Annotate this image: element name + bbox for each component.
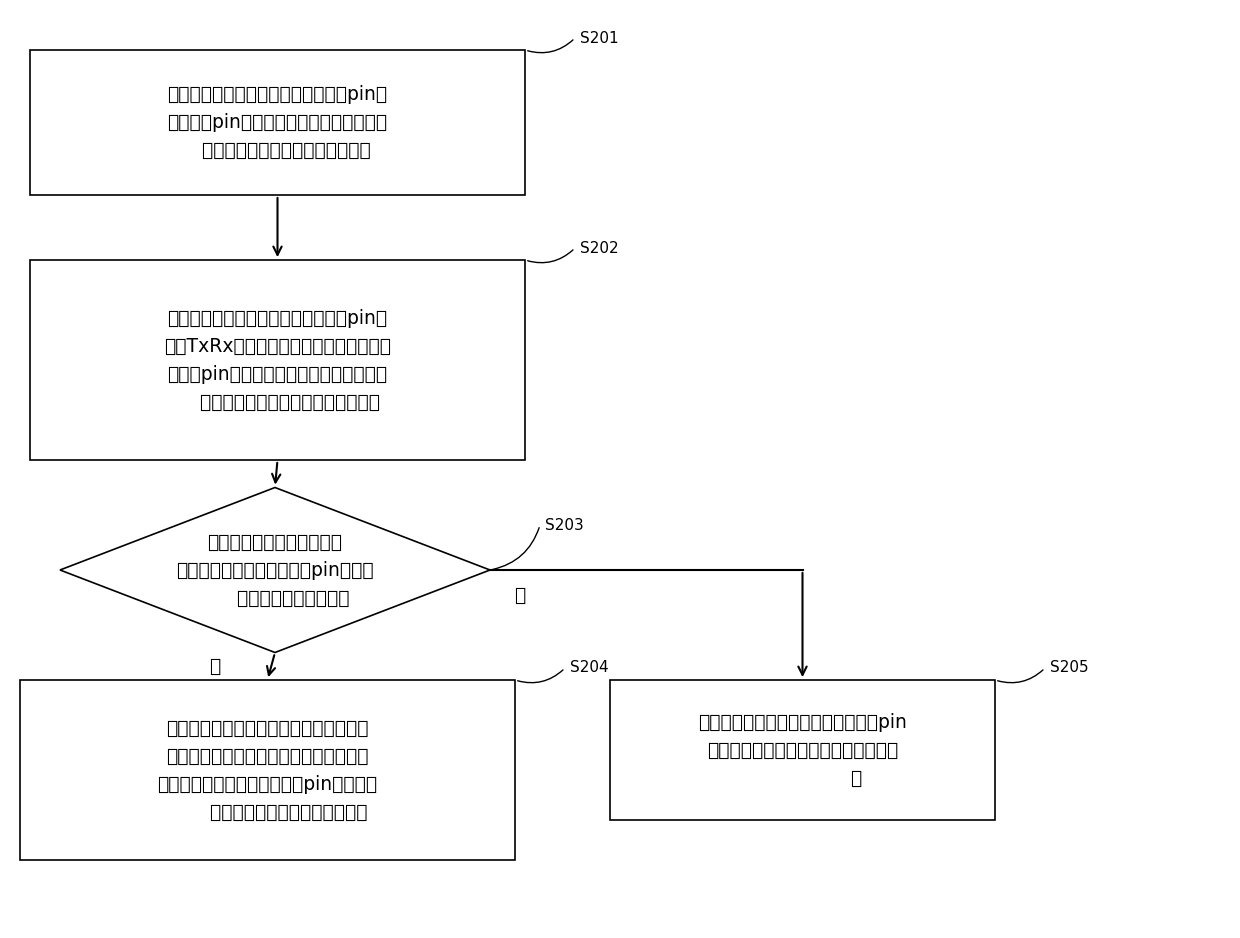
Text: 接收返回数据和预设结束码或接收预设结
束码，并在接收到预设结束码后，控制第
一单刀双掷开关导通第一供电pin与供电电
       路的连接，为第一无线耳机供电: 接收返回数据和预设结束码或接收预设结 束码，并在接收到预设结束码后，控制第 一单… — [157, 719, 377, 822]
Text: S201: S201 — [580, 31, 619, 46]
Polygon shape — [60, 488, 490, 653]
Text: 是: 是 — [210, 657, 221, 675]
FancyBboxPatch shape — [610, 680, 994, 820]
Text: 充电盒与第一无线耳机通过第一供电pin和
第二供电pin连接时，若需要与第一无线耳
   机进行通讯，获取第一待发送数据: 充电盒与第一无线耳机通过第一供电pin和 第二供电pin连接时，若需要与第一无线… — [167, 85, 388, 160]
Text: 控制第一单刀双掷开关导通第一供电pin与
第一TxRx及电平转换电路的连接，通过第
一供电pin向第一无线耳机依次发送预设开
    始码、第一待发送数据和预设: 控制第一单刀双掷开关导通第一供电pin与 第一TxRx及电平转换电路的连接，通过… — [164, 309, 391, 412]
FancyBboxPatch shape — [20, 680, 515, 860]
Text: S203: S203 — [546, 518, 584, 533]
Text: 否: 否 — [515, 585, 526, 604]
Text: S204: S204 — [570, 660, 609, 675]
FancyBboxPatch shape — [30, 50, 525, 195]
Text: 判断时间阈值内是否接收到
第一无线耳机通过第一供电pin发送的
      返回数据或预设结束码: 判断时间阈值内是否接收到 第一无线耳机通过第一供电pin发送的 返回数据或预设结… — [176, 533, 373, 608]
Text: S202: S202 — [580, 240, 619, 255]
Text: 控制第一单刀双掷开关导通第一供电pin
与供电电路的连接，为第一无线耳机供
                  电: 控制第一单刀双掷开关导通第一供电pin 与供电电路的连接，为第一无线耳机供 电 — [698, 713, 906, 788]
FancyBboxPatch shape — [30, 260, 525, 460]
Text: S205: S205 — [1050, 660, 1089, 675]
